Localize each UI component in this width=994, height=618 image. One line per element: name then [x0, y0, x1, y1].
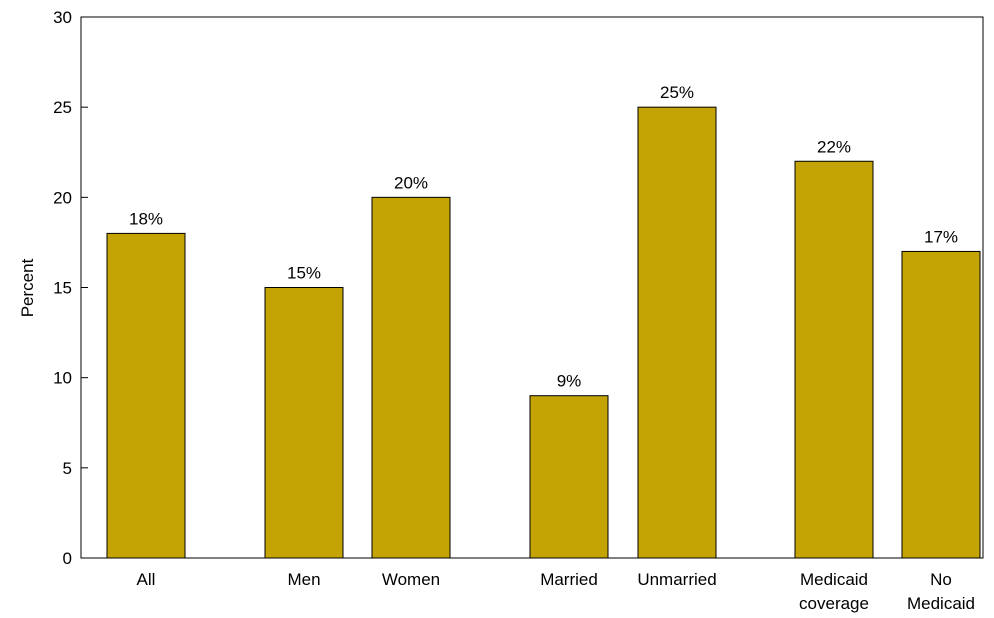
x-tick-labels: All Men Women Married Unmarried Medicaid cover… [137, 570, 975, 613]
x-tick-label: No [930, 570, 952, 589]
bar-value-label: 20% [394, 173, 428, 192]
x-tick-label: Married [540, 570, 598, 589]
bar-value-label: 25% [660, 83, 694, 102]
y-tick-label: 5 [63, 459, 72, 478]
bars [106, 106, 981, 559]
x-tick-label: Medicaid [907, 594, 975, 613]
bar-value-labels: 18% 15% 20% 9% 25% 22% 17% [129, 83, 958, 391]
x-tick-label: coverage [799, 594, 869, 613]
bar [529, 395, 609, 559]
x-tick-label: Medicaid [800, 570, 868, 589]
x-tick-label: Unmarried [637, 570, 716, 589]
bar-value-label: 18% [129, 209, 163, 228]
y-tick-label: 30 [53, 8, 72, 27]
bar [371, 196, 451, 559]
bar [901, 250, 981, 559]
y-tick-label: 15 [53, 279, 72, 298]
bar [794, 160, 874, 559]
y-axis-label: Percent [18, 258, 37, 317]
x-tick-label: Women [382, 570, 440, 589]
y-tick-labels: 0 5 10 15 20 25 30 [53, 8, 72, 568]
bar-value-label: 9% [557, 372, 582, 391]
bar [264, 287, 344, 559]
bar-value-label: 17% [924, 227, 958, 246]
bar-value-label: 22% [817, 137, 851, 156]
y-tick-label: 25 [53, 98, 72, 117]
y-tick-label: 10 [53, 369, 72, 388]
bar [106, 232, 186, 559]
y-tick-label: 0 [63, 549, 72, 568]
x-tick-label: Men [287, 570, 320, 589]
y-tick-label: 20 [53, 188, 72, 207]
bar [637, 106, 717, 559]
bar-value-label: 15% [287, 264, 321, 283]
x-tick-label: All [137, 570, 156, 589]
